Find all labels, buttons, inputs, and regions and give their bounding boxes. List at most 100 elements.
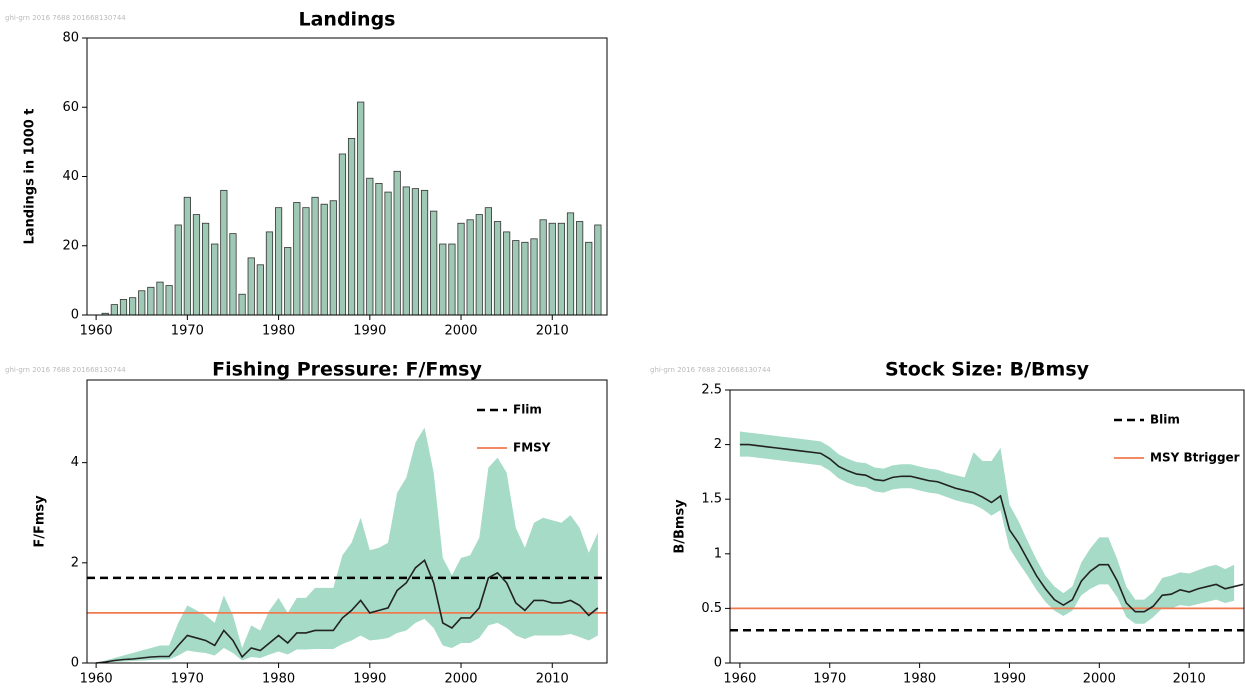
bar — [566, 212, 575, 316]
y-tick-label: 80 — [62, 31, 79, 46]
legend-label: Blim — [1150, 413, 1180, 427]
bar — [539, 219, 547, 316]
bar — [229, 233, 237, 316]
bar — [156, 281, 164, 316]
bar — [420, 189, 429, 316]
bar — [174, 224, 182, 316]
bar — [265, 231, 274, 316]
y-tick-label: 2.5 — [701, 383, 722, 398]
y-tick-label: 0 — [71, 656, 79, 671]
bar — [129, 297, 137, 316]
x-tick-label: 1980 — [903, 672, 936, 687]
bar — [393, 170, 401, 316]
y-axis-label: Landings in 1000 t — [23, 108, 38, 244]
x-tick-label: 1960 — [80, 324, 113, 339]
x-tick-label: 1960 — [80, 672, 113, 687]
x-tick-label: 2010 — [1173, 672, 1206, 687]
watermark: ghi-grn 2016 7688 201668130744 — [5, 14, 126, 22]
bar — [548, 222, 556, 316]
bar — [375, 183, 383, 316]
x-tick-label: 2000 — [1083, 672, 1116, 687]
bar — [357, 101, 365, 316]
chart-title: Landings — [298, 9, 395, 31]
bar — [512, 240, 520, 316]
bar — [274, 207, 283, 316]
bar — [493, 221, 502, 316]
x-tick-label: 1980 — [262, 324, 295, 339]
bar — [557, 222, 565, 316]
x-tick-label: 1970 — [813, 672, 846, 687]
y-tick-label: 0 — [71, 308, 79, 323]
y-tick-label: 20 — [62, 238, 79, 253]
legend-label: MSY Btrigger — [1150, 451, 1240, 465]
bar — [448, 243, 456, 316]
bar — [192, 214, 201, 316]
plot-frame — [86, 379, 608, 664]
y-tick-label: 2 — [714, 437, 722, 452]
bar — [202, 222, 210, 316]
y-axis-label: B/Bmsy — [673, 499, 688, 554]
y-tick-label: 4 — [71, 455, 79, 470]
bar — [329, 200, 337, 316]
x-tick-label: 1990 — [353, 672, 386, 687]
bar — [402, 186, 410, 316]
bar — [183, 196, 191, 316]
watermark: ghi-grn 2016 7688 201668130744 — [650, 366, 771, 374]
y-tick-label: 1 — [714, 546, 722, 561]
y-tick-label: 60 — [62, 100, 79, 115]
bar — [585, 241, 593, 316]
confidence-band — [96, 427, 598, 663]
y-tick-label: 40 — [62, 169, 79, 184]
bar — [384, 191, 392, 316]
legend-label: FMSY — [513, 441, 551, 455]
bar — [457, 222, 465, 316]
x-tick-label: 2010 — [536, 672, 569, 687]
chart-title: Stock Size: B/Bmsy — [885, 359, 1090, 381]
y-tick-label: 2 — [71, 555, 79, 570]
x-tick-label: 1990 — [353, 324, 386, 339]
y-tick-label: 1.5 — [701, 492, 722, 507]
bar — [119, 299, 128, 316]
x-tick-label: 2010 — [536, 324, 569, 339]
bar — [284, 247, 292, 316]
bar — [247, 257, 255, 316]
bar — [411, 188, 420, 316]
x-tick-label: 2000 — [444, 672, 477, 687]
bar — [439, 243, 447, 316]
bar — [466, 219, 474, 316]
bar — [347, 138, 356, 316]
bar — [238, 293, 246, 316]
y-tick-label: 0.5 — [701, 601, 722, 616]
chart-title: Fishing Pressure: F/Fmsy — [212, 359, 482, 381]
bar — [320, 203, 328, 316]
bar — [338, 153, 347, 316]
watermark: ghi-grn 2016 7688 201668130744 — [5, 366, 126, 374]
x-tick-label: 1970 — [171, 672, 204, 687]
line — [739, 443, 1244, 613]
bar — [503, 231, 511, 316]
bar — [147, 286, 155, 316]
bar — [220, 189, 228, 316]
bar — [484, 207, 492, 316]
confidence-band — [739, 431, 1235, 624]
bar — [302, 207, 310, 316]
x-tick-label: 1970 — [171, 324, 204, 339]
bar — [165, 285, 173, 316]
bar — [256, 264, 264, 316]
bar — [311, 196, 319, 316]
plot-frame — [729, 389, 1245, 664]
bar — [138, 290, 146, 316]
bar — [366, 177, 374, 316]
bar — [521, 241, 529, 316]
bar — [430, 210, 438, 316]
plot-frame — [86, 37, 608, 316]
bar — [475, 214, 483, 316]
legend-label: Flim — [513, 403, 542, 417]
y-tick-label: 0 — [714, 656, 722, 671]
x-tick-label: 1980 — [262, 672, 295, 687]
x-tick-label: 2000 — [444, 324, 477, 339]
bar — [110, 304, 118, 316]
bar — [594, 224, 602, 316]
y-axis-label: F/Fmsy — [33, 495, 48, 548]
